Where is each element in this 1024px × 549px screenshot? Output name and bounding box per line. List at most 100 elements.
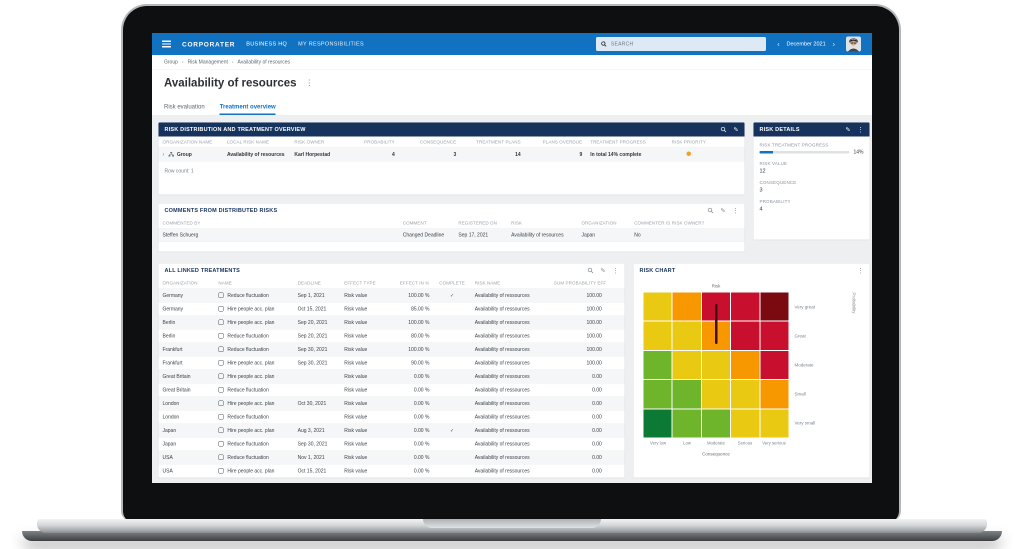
- nav-item-business-hq[interactable]: BUSINESS HQ: [246, 41, 288, 47]
- table-row[interactable]: Great Britain Reduce fluctuation Risk valu…: [158, 383, 625, 397]
- complete-cell: [433, 329, 471, 343]
- risk-name-cell: Availability of ressources: [470, 315, 550, 330]
- hamburger-menu-icon[interactable]: [162, 40, 171, 48]
- column-header[interactable]: RISK NAME: [470, 277, 550, 289]
- risk-name-cell: Availability of ressources: [470, 383, 550, 397]
- column-header[interactable]: COMPLETE: [433, 277, 471, 289]
- column-header[interactable]: RISK PRIORITY: [662, 136, 716, 148]
- table-row[interactable]: Japan Reduce fluctuation Sep 30, 2021 Risk …: [158, 437, 625, 451]
- effect-type-cell: Risk value: [340, 369, 387, 384]
- plans-overdue-cell: 9: [524, 147, 587, 162]
- title-kebab-icon[interactable]: ⋮: [305, 78, 314, 88]
- column-header[interactable]: TREATMENT PROGRESS: [586, 136, 663, 148]
- column-header[interactable]: TREATMENT PLANS: [460, 136, 525, 148]
- complete-cell: [433, 302, 471, 316]
- table-row[interactable]: Frankfurt Hire people acc. plan Sep 30, 20…: [158, 356, 625, 370]
- tab-treatment-overview[interactable]: Treatment overview: [219, 103, 276, 115]
- table-row[interactable]: Great Britain Hire people acc. plan Risk v…: [158, 369, 625, 384]
- kebab-icon[interactable]: ⋮: [857, 267, 864, 274]
- column-header[interactable]: ORGANIZATION: [158, 277, 215, 289]
- deadline-cell: Sep 30, 2021: [293, 437, 341, 451]
- expand-icon[interactable]: ›: [162, 151, 165, 158]
- column-header[interactable]: CONSEQUENCE: [398, 136, 461, 148]
- table-row[interactable]: Germany Hire people acc. plan Oct 15, 2021…: [158, 302, 625, 316]
- edit-icon[interactable]: ✎: [845, 126, 851, 133]
- cell-filler: [605, 288, 625, 303]
- table-row[interactable]: Germany Reduce fluctuation Sep 1, 2021 Risk…: [158, 288, 625, 303]
- kebab-icon[interactable]: ⋮: [857, 126, 864, 133]
- treatment-name-cell: Reduce fluctuation: [214, 342, 294, 357]
- column-header[interactable]: COMMENTER IS RISK OWNER?: [630, 217, 727, 229]
- sum-probability-effect-cell: 100.00: [549, 342, 606, 357]
- clipboard-icon: [218, 427, 224, 433]
- clipboard-icon: [218, 346, 224, 352]
- cell-filler: [605, 464, 625, 478]
- column-header[interactable]: DEADLINE: [293, 277, 341, 289]
- linked-treatments-table: ORGANIZATION NAME DEADLINE EFFECT TYPE EFFEC…: [158, 277, 625, 478]
- search-icon[interactable]: [720, 126, 727, 133]
- matrix-cell: [760, 409, 789, 438]
- complete-cell: [433, 383, 471, 397]
- sum-probability-effect-cell: 0.00: [549, 396, 606, 411]
- edit-icon[interactable]: ✎: [733, 126, 739, 133]
- complete-cell: [433, 410, 471, 424]
- cell-filler: [605, 383, 625, 397]
- column-header[interactable]: NAME: [214, 277, 294, 289]
- edit-icon[interactable]: ✎: [720, 207, 726, 214]
- treatment-name-cell: Hire people acc. plan: [214, 356, 294, 370]
- treatment-name-cell: Hire people acc. plan: [214, 369, 294, 384]
- kebab-icon[interactable]: ⋮: [732, 207, 739, 214]
- search-box[interactable]: [596, 37, 767, 51]
- kebab-icon[interactable]: ⋮: [612, 267, 619, 274]
- table-row[interactable]: Frankfurt Reduce fluctuation Sep 30, 2021 R…: [158, 342, 625, 357]
- breadcrumb-group[interactable]: Group: [164, 59, 178, 66]
- cell-filler: [605, 342, 625, 357]
- column-header[interactable]: ORGANIZATION NAME: [158, 136, 223, 148]
- table-row[interactable]: Berlin Hire people acc. plan Sep 20, 2021 R…: [158, 315, 625, 330]
- column-header[interactable]: COMMENTED BY: [158, 217, 399, 229]
- column-header[interactable]: COMMENT: [398, 217, 455, 229]
- effect-type-cell: Risk value: [340, 329, 387, 343]
- matrix-cell: [701, 409, 731, 438]
- table-row[interactable]: USA Hire people acc. plan Oct 15, 2021 Risk…: [158, 464, 625, 478]
- clipboard-icon: [218, 400, 224, 406]
- nav-item-my-responsibilities[interactable]: MY RESPONSIBILITIES: [298, 41, 364, 47]
- organization-cell: Japan: [158, 423, 215, 438]
- previous-period-icon[interactable]: ‹: [777, 40, 780, 48]
- column-header[interactable]: PLANS OVERDUE: [524, 136, 587, 148]
- column-filler: [715, 136, 745, 148]
- column-header[interactable]: EFFECT TYPE: [340, 277, 387, 289]
- column-header[interactable]: LOCAL RISK NAME: [222, 136, 291, 148]
- table-row[interactable]: Steffen Schuerg Changed Deadline Sep 17, 2…: [158, 228, 745, 242]
- deadline-cell: [293, 383, 341, 397]
- breadcrumb-risk-management[interactable]: Risk Management: [187, 59, 228, 66]
- organization-cell: Great Britain: [158, 383, 215, 397]
- search-input[interactable]: [610, 41, 762, 47]
- table-row[interactable]: USA Reduce fluctuation Nov 1, 2021 Risk val…: [158, 450, 625, 465]
- deadline-cell: Oct 30, 2021: [293, 396, 341, 411]
- table-row[interactable]: London Hire people acc. plan Oct 30, 2021 R…: [158, 396, 625, 411]
- search-icon[interactable]: [587, 267, 594, 274]
- next-period-icon[interactable]: ›: [832, 40, 835, 48]
- column-header[interactable]: EFFECT IN %: [386, 277, 434, 289]
- column-header[interactable]: PROBABILITY: [351, 136, 399, 148]
- complete-cell: [433, 342, 471, 357]
- table-row[interactable]: Berlin Reduce fluctuation Sep 20, 2021 Risk…: [158, 329, 625, 343]
- table-row[interactable]: London Reduce fluctuation Risk value 0.00 %…: [158, 410, 625, 424]
- search-icon[interactable]: [707, 207, 714, 214]
- table-row[interactable]: Japan Hire people acc. plan Aug 3, 2021 Ris…: [158, 423, 625, 438]
- matrix-cell: [701, 380, 731, 409]
- table-row[interactable]: › Group Availability of resources Karl Horp…: [158, 147, 745, 162]
- avatar[interactable]: [846, 36, 861, 52]
- column-header[interactable]: REGISTERED ON: [454, 217, 508, 229]
- tab-risk-evaluation[interactable]: Risk evaluation: [164, 103, 205, 110]
- edit-icon[interactable]: ✎: [600, 267, 606, 274]
- column-header[interactable]: ORGANIZATION: [577, 217, 631, 229]
- column-header[interactable]: RISK: [507, 217, 578, 229]
- complete-cell: [433, 450, 471, 465]
- column-header[interactable]: SUM PROBABILITY EFFECT: [549, 277, 606, 289]
- app-screen: CORPORATER BUSINESS HQ MY RESPONSIBILITI…: [152, 33, 872, 483]
- breadcrumb-current[interactable]: Availability of resources: [237, 59, 290, 66]
- column-header[interactable]: RISK OWNER: [290, 136, 352, 148]
- x-axis-labels: Very low Low Moderate Serious Very serious: [644, 441, 789, 446]
